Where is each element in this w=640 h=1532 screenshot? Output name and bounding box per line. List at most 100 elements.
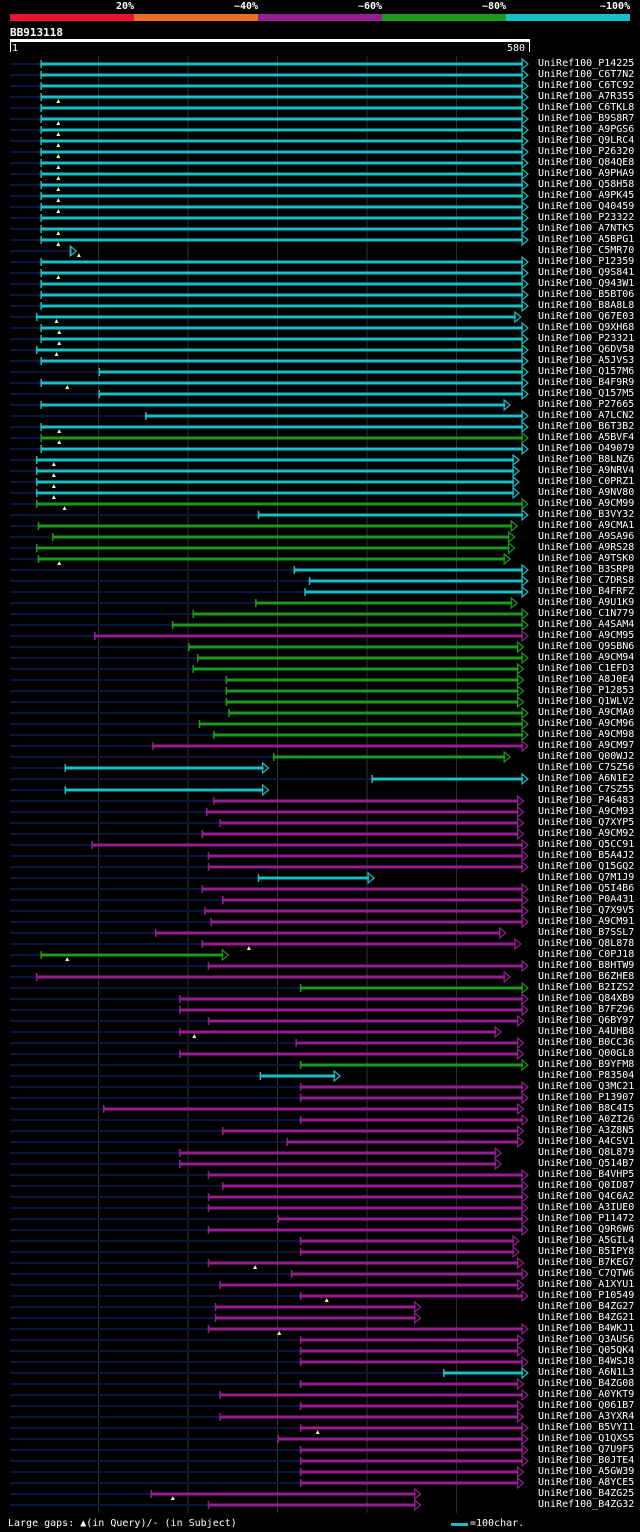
hit-label[interactable]: UniRef100_Q1QXS5 xyxy=(538,1433,635,1444)
hit-bar[interactable] xyxy=(64,766,264,770)
hit-label[interactable]: UniRef100_B9YFM8 xyxy=(538,1059,635,1070)
hit-label[interactable]: UniRef100_A9CM98 xyxy=(538,729,635,740)
hit-bar[interactable] xyxy=(35,480,515,484)
hit-bar[interactable] xyxy=(207,964,524,968)
hit-label[interactable]: UniRef100_A9CM94 xyxy=(538,652,635,663)
hit-bar[interactable] xyxy=(205,810,519,814)
hit-label[interactable]: UniRef100_O49079 xyxy=(538,443,635,454)
hit-label[interactable]: UniRef100_C7SZ56 xyxy=(538,762,635,773)
hit-label[interactable]: UniRef100_B4ZG27 xyxy=(538,1301,635,1312)
hit-label[interactable]: UniRef100_Q9XH68 xyxy=(538,322,635,333)
hit-label[interactable]: UniRef100_A0ZI26 xyxy=(538,1114,635,1125)
hit-bar[interactable] xyxy=(201,887,524,891)
hit-label[interactable]: UniRef100_Q67E03 xyxy=(538,311,635,322)
hit-bar[interactable] xyxy=(295,1041,519,1045)
hit-bar[interactable] xyxy=(145,414,523,418)
hit-bar[interactable] xyxy=(40,73,523,77)
hit-label[interactable]: UniRef100_C7SZ55 xyxy=(538,784,635,795)
hit-label[interactable]: UniRef100_A9NRV4 xyxy=(538,465,635,476)
hit-label[interactable]: UniRef100_A9NV80 xyxy=(538,487,635,498)
hit-label[interactable]: UniRef100_A9CMA0 xyxy=(538,707,635,718)
hit-bar[interactable] xyxy=(40,117,523,121)
hit-bar[interactable] xyxy=(299,986,523,990)
hit-label[interactable]: UniRef100_A8J0E4 xyxy=(538,674,635,685)
hit-label[interactable]: UniRef100_P14225 xyxy=(538,58,635,69)
hit-bar[interactable] xyxy=(204,909,523,913)
hit-bar[interactable] xyxy=(290,1272,523,1276)
hit-label[interactable]: UniRef100_Q514B7 xyxy=(538,1158,635,1169)
hit-bar[interactable] xyxy=(219,821,519,825)
hit-bar[interactable] xyxy=(299,1294,523,1298)
hit-bar[interactable] xyxy=(219,1283,519,1287)
hit-bar[interactable] xyxy=(299,1360,523,1364)
hit-label[interactable]: UniRef100_Q00WJ2 xyxy=(538,751,635,762)
hit-label[interactable]: UniRef100_B7SSL7 xyxy=(538,927,635,938)
hit-label[interactable]: UniRef100_Q9LRC4 xyxy=(538,135,635,146)
hit-label[interactable]: UniRef100_B3VY32 xyxy=(538,509,635,520)
hit-bar[interactable] xyxy=(207,1173,524,1177)
hit-bar[interactable] xyxy=(52,535,510,539)
hit-bar[interactable] xyxy=(40,238,523,242)
hit-bar[interactable] xyxy=(201,832,519,836)
hit-bar[interactable] xyxy=(40,216,523,220)
hit-bar[interactable] xyxy=(225,678,519,682)
hit-label[interactable]: UniRef100_Q58H58 xyxy=(538,179,635,190)
hit-bar[interactable] xyxy=(225,689,519,693)
hit-label[interactable]: UniRef100_B6T3B2 xyxy=(538,421,635,432)
hit-label[interactable]: UniRef100_C0PJ18 xyxy=(538,949,635,960)
hit-label[interactable]: UniRef100_A3IUE0 xyxy=(538,1202,635,1213)
hit-bar[interactable] xyxy=(214,1305,416,1309)
hit-label[interactable]: UniRef100_Q8L879 xyxy=(538,1147,635,1158)
hit-label[interactable]: UniRef100_P11472 xyxy=(538,1213,635,1224)
hit-bar[interactable] xyxy=(40,271,523,275)
hit-label[interactable]: UniRef100_Q6BY97 xyxy=(538,1015,635,1026)
hit-bar[interactable] xyxy=(40,161,523,165)
hit-bar[interactable] xyxy=(35,315,516,319)
hit-bar[interactable] xyxy=(40,260,523,264)
hit-label[interactable]: UniRef100_A9CMA1 xyxy=(538,520,635,531)
hit-bar[interactable] xyxy=(207,1261,519,1265)
hit-label[interactable]: UniRef100_Q8L878 xyxy=(538,938,635,949)
hit-bar[interactable] xyxy=(222,1184,524,1188)
hit-label[interactable]: UniRef100_A7LCN2 xyxy=(538,410,635,421)
hit-label[interactable]: UniRef100_Q9R6W6 xyxy=(538,1224,635,1235)
hit-label[interactable]: UniRef100_P0A431 xyxy=(538,894,635,905)
hit-label[interactable]: UniRef100_B4WSJ8 xyxy=(538,1356,635,1367)
hit-label[interactable]: UniRef100_Q84XB9 xyxy=(538,993,635,1004)
hit-label[interactable]: UniRef100_A3Z8N5 xyxy=(538,1125,635,1136)
hit-bar[interactable] xyxy=(40,128,523,132)
hit-label[interactable]: UniRef100_Q9SBN6 xyxy=(538,641,635,652)
hit-bar[interactable] xyxy=(207,1019,519,1023)
hit-label[interactable]: UniRef100_A9CM99 xyxy=(538,498,635,509)
hit-label[interactable]: UniRef100_A5BVF4 xyxy=(538,432,635,443)
hit-bar[interactable] xyxy=(91,843,523,847)
hit-label[interactable]: UniRef100_A3YXR4 xyxy=(538,1411,635,1422)
hit-bar[interactable] xyxy=(40,447,523,451)
hit-label[interactable]: UniRef100_C5MR70 xyxy=(538,245,635,256)
hit-label[interactable]: UniRef100_P10549 xyxy=(538,1290,635,1301)
hit-bar[interactable] xyxy=(94,634,524,638)
hit-bar[interactable] xyxy=(198,722,523,726)
hit-label[interactable]: UniRef100_A6N1L3 xyxy=(538,1367,635,1378)
hit-bar[interactable] xyxy=(299,1250,515,1254)
hit-label[interactable]: UniRef100_Q15GQ2 xyxy=(538,861,635,872)
hit-label[interactable]: UniRef100_B7KEG7 xyxy=(538,1257,635,1268)
hit-label[interactable]: UniRef100_B8A8L8 xyxy=(538,300,635,311)
hit-bar[interactable] xyxy=(179,1008,524,1012)
hit-bar[interactable] xyxy=(299,1063,523,1067)
hit-bar[interactable] xyxy=(179,997,524,1001)
hit-label[interactable]: UniRef100_Q4C6A2 xyxy=(538,1191,635,1202)
hit-label[interactable]: UniRef100_Q05QK4 xyxy=(538,1345,635,1356)
hit-label[interactable]: UniRef100_A7R355 xyxy=(538,91,635,102)
hit-bar[interactable] xyxy=(299,1404,519,1408)
hit-bar[interactable] xyxy=(40,84,523,88)
hit-label[interactable]: UniRef100_B4WKJ1 xyxy=(538,1323,635,1334)
hit-label[interactable]: UniRef100_P27665 xyxy=(538,399,635,410)
hit-bar[interactable] xyxy=(207,1206,524,1210)
hit-bar[interactable] xyxy=(201,942,516,946)
hit-label[interactable]: UniRef100_A8YCE5 xyxy=(538,1477,635,1488)
hit-label[interactable]: UniRef100_Q3AUS6 xyxy=(538,1334,635,1345)
hit-bar[interactable] xyxy=(207,854,524,858)
hit-label[interactable]: UniRef100_Q7M1J9 xyxy=(538,872,635,883)
hit-label[interactable]: UniRef100_Q7U9F5 xyxy=(538,1444,635,1455)
